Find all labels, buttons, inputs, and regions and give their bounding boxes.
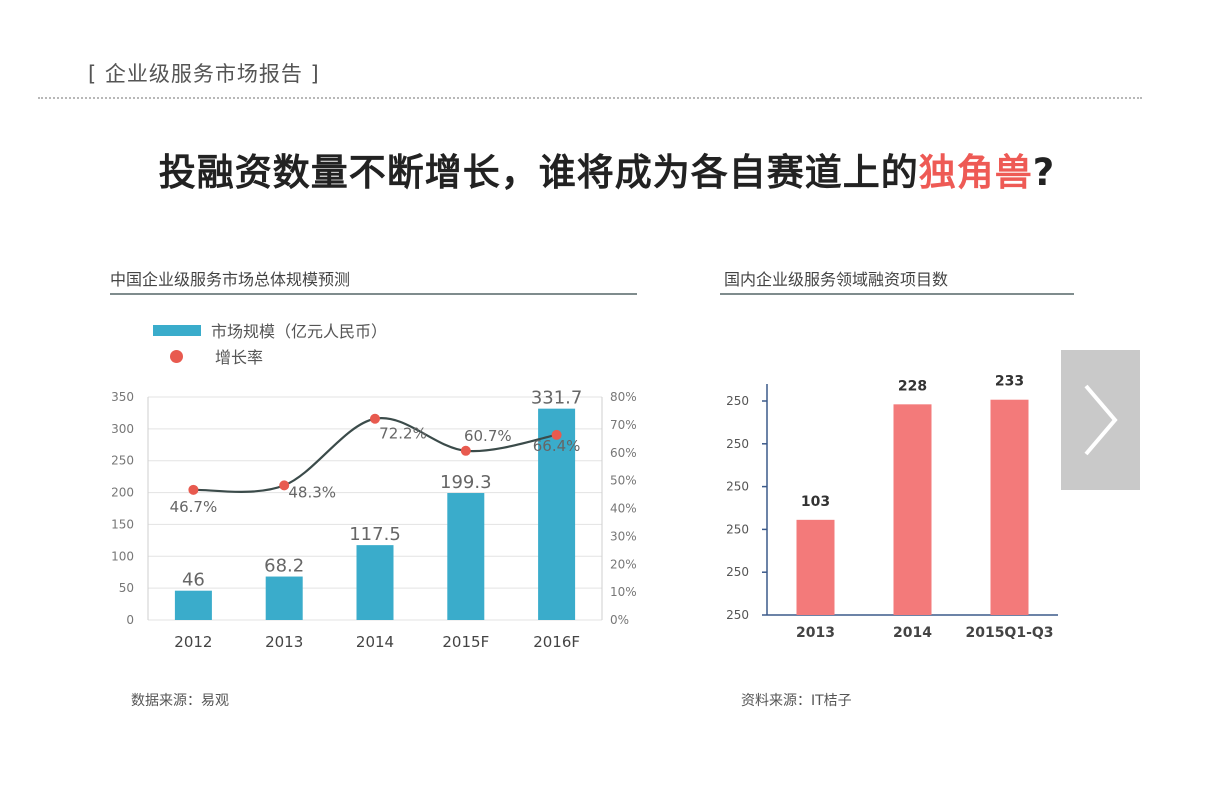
y-tick-label: 250 [726,522,749,536]
next-slide-button[interactable] [1061,350,1140,490]
y-tick-label: 50 [119,581,134,595]
x-tick-label: 2014 [893,625,932,641]
y2-tick-label: 70% [610,418,637,432]
y2-tick-label: 40% [610,502,637,516]
growth-rate-point [188,484,199,495]
y2-tick-label: 30% [610,529,637,543]
x-tick-label: 2016F [533,633,580,651]
bar [538,408,576,620]
bar-value-label: 117.5 [349,524,401,545]
headline-accent: 独角兽 [918,151,1033,194]
bar-value-label: 331.7 [531,388,583,409]
y-tick-label: 250 [726,565,749,579]
legend-label-growth: 增长率 [215,348,264,367]
y2-tick-label: 60% [610,446,637,460]
funding-title-rule [720,293,1074,295]
headline-question-mark: ? [1032,151,1056,194]
legend-dot-swatch [170,349,183,363]
y-tick-label: 250 [726,437,749,451]
y-tick-label: 250 [111,454,134,468]
y-tick-label: 200 [111,486,134,500]
y2-tick-label: 20% [610,557,637,571]
funding-source: 资料来源：IT桔子 [741,693,852,709]
x-tick-label: 2015Q1-Q3 [965,625,1053,641]
funding-chart-title: 国内企业级服务领域融资项目数 [724,270,949,289]
chevron-right-icon [1084,384,1118,456]
bar [796,519,835,615]
growth-rate-point [551,429,562,440]
x-tick-label: 2014 [356,633,394,651]
growth-rate-label: 66.4% [533,437,581,455]
bar-value-label: 199.3 [440,472,492,493]
y-tick-label: 250 [726,394,749,408]
growth-rate-point [279,480,290,491]
bar [265,576,303,620]
y-tick-label: 350 [111,390,134,404]
bar-value-label: 46 [182,570,205,591]
growth-rate-label: 46.7% [170,498,218,516]
y-tick-label: 250 [726,480,749,494]
growth-rate-point [370,413,380,424]
x-tick-label: 2012 [174,633,212,651]
bar [356,545,394,620]
x-tick-label: 2013 [796,625,835,641]
market-size-source: 数据来源：易观 [131,693,229,709]
market-size-chart: 0 50 100 150 200 250 300 350 0% 10% 20% 30% 40% 50% 60… [111,388,637,651]
x-tick-label: 2015F [442,633,489,651]
y-tick-label: 0 [126,613,134,627]
x-tick-label: 2013 [265,633,303,651]
market-size-title-rule [110,293,637,295]
bar-value-label: 103 [801,494,830,510]
headline-main: 投融资数量不断增长，谁将成为各自赛道上的 [158,151,919,194]
bar [893,404,932,615]
page-title: 投融资数量不断增长，谁将成为各自赛道上的独角兽? [0,142,1214,196]
y2-tick-label: 10% [610,585,637,599]
legend-label-market-size: 市场规模（亿元人民币） [211,322,388,341]
y-tick-label: 300 [111,422,134,436]
section-tag: [ 企业级服务市场报告 ] [88,62,320,86]
bar [174,590,212,620]
y2-tick-label: 0% [610,613,629,627]
y-tick-label: 100 [111,549,134,563]
legend-bar-swatch [153,324,201,336]
market-size-chart-title: 中国企业级服务市场总体规模预测 [110,270,351,289]
y-tick-label: 150 [111,517,134,531]
header-divider [38,97,1142,99]
bar-value-label: 68.2 [264,556,304,577]
bar [990,399,1029,615]
bar-value-label: 233 [995,374,1024,390]
growth-rate-label: 60.7% [464,427,512,445]
legend-item-growth: 增长率 [153,344,263,368]
growth-rate-label: 72.2% [379,425,427,443]
y2-tick-label: 50% [610,474,637,488]
growth-rate-label: 48.3% [288,483,336,501]
legend-item-market-size: 市场规模（亿元人民币） [153,318,387,342]
bar-value-label: 228 [898,378,927,394]
growth-rate-point [460,445,471,456]
y2-tick-label: 80% [610,390,637,404]
y-tick-label: 250 [726,608,749,622]
funding-count-chart: 250 250 250 250 250 250 103 228 233 2013 2014 2015Q… [726,374,1058,641]
bar [447,493,485,620]
